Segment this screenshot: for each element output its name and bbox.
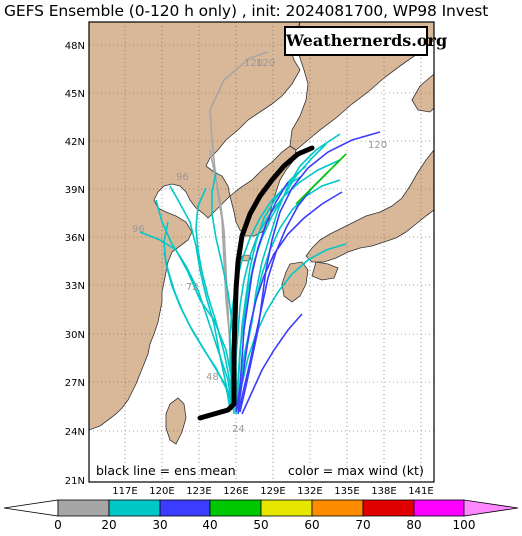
lat-label: 45N: [65, 89, 85, 100]
hour-labels: 120 120 120 96 96 72 48 24: [132, 58, 387, 435]
lon-label: 117E: [112, 486, 137, 497]
lat-label: 39N: [65, 185, 85, 196]
land-japan-hokkaido: [411, 73, 434, 113]
land-japan-honshu: [305, 149, 434, 263]
lat-label: 27N: [65, 378, 85, 389]
colorbar-segment: [413, 499, 465, 517]
hour-label: 24: [232, 424, 245, 435]
colorbar-tick: 40: [202, 518, 217, 532]
colorbar-tick: 100: [453, 518, 476, 532]
watermark-box: Weathernerds.org: [284, 26, 448, 56]
land-taiwan: [165, 397, 187, 445]
colorbar-segment: [260, 499, 313, 517]
colorbar-segment: [57, 499, 110, 517]
lat-label: 36N: [65, 233, 85, 244]
colorbar-segment: [463, 499, 519, 517]
colorbar-tick: 20: [101, 518, 116, 532]
colorbar-segment: [209, 499, 262, 517]
legend-mean-note: black line = ens mean: [96, 463, 236, 478]
colorbar-tick: 0: [54, 518, 62, 532]
hour-label: 120: [368, 140, 387, 151]
colorbar-tick: 70: [355, 518, 370, 532]
colorbar-tick: 80: [406, 518, 421, 532]
lon-label: 126E: [223, 486, 248, 497]
hour-label: 96: [132, 224, 145, 235]
colorbar: [3, 499, 519, 517]
legend-color-note: color = max wind (kt): [288, 463, 424, 478]
hour-label: 96: [176, 172, 189, 183]
colorbar-segment: [311, 499, 364, 517]
lat-labels: 48N 45N 42N 39N 36N 33N 30N 27N 24N 21N: [65, 41, 85, 487]
colorbar-segment: [3, 499, 59, 517]
lat-label: 21N: [65, 476, 85, 487]
lat-label: 42N: [65, 137, 85, 148]
hour-label: 120: [244, 58, 263, 69]
land-japan-shikoku: [311, 261, 339, 281]
land-japan-kyushu: [281, 261, 309, 303]
lon-label: 141E: [408, 486, 433, 497]
hour-label: 120: [256, 58, 275, 69]
watermark-text: Weathernerds.org: [286, 31, 448, 50]
lon-label: 120E: [149, 486, 174, 497]
land-asia-mainland: [89, 22, 301, 431]
lat-label: 33N: [65, 281, 85, 292]
chart-title: GEFS Ensemble (0-120 h only) , init: 202…: [4, 2, 489, 20]
map-frame: [88, 21, 435, 483]
colorbar-ticks: 0 20 30 40 50 60 70 80 100: [54, 518, 475, 532]
colorbar-segment: [159, 499, 211, 517]
lon-label: 132E: [297, 486, 322, 497]
ensemble-mean-track: [197, 145, 315, 421]
lon-labels: 117E 120E 123E 126E 129E 132E 135E 138E …: [112, 486, 433, 497]
hour-label: 48: [206, 372, 219, 383]
hour-label: 72: [186, 282, 199, 293]
colorbar-segment: [362, 499, 415, 517]
lat-label: 30N: [65, 330, 85, 341]
lat-label: 24N: [65, 427, 85, 438]
lat-label: 48N: [65, 41, 85, 52]
lon-label: 138E: [371, 486, 396, 497]
lon-label: 135E: [334, 486, 359, 497]
colorbar-segment: [108, 499, 161, 517]
colorbar-tick: 60: [304, 518, 319, 532]
lon-label: 123E: [186, 486, 211, 497]
colorbar-tick: 50: [253, 518, 268, 532]
colorbar-tick: 30: [152, 518, 167, 532]
lon-label: 129E: [260, 486, 285, 497]
